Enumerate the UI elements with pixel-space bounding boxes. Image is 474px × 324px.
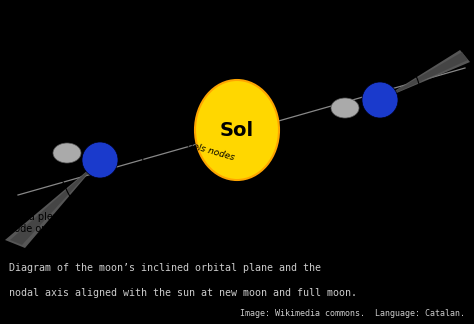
- Circle shape: [82, 142, 118, 178]
- Text: Image: Wikimedia commons.  Language: Catalan.: Image: Wikimedia commons. Language: Cata…: [239, 309, 465, 318]
- Circle shape: [362, 82, 398, 118]
- Text: Lluna: Lluna: [38, 123, 76, 137]
- Text: Lluna: Lluna: [316, 126, 354, 140]
- Polygon shape: [380, 52, 468, 100]
- Text: eclipsi solar: eclipsi solar: [325, 24, 391, 34]
- Text: Diagram of the moon’s inclined orbital plane and the: Diagram of the moon’s inclined orbital p…: [9, 263, 321, 273]
- Text: Lluna plena passant pel
node orbital:: Lluna plena passant pel node orbital:: [8, 212, 125, 234]
- Text: òrbita de la Lluna: òrbita de la Lluna: [48, 103, 127, 112]
- Text: Terra: Terra: [367, 126, 401, 140]
- Text: Lluna nova passant pel
node orbital:: Lluna nova passant pel node orbital:: [283, 10, 397, 32]
- Polygon shape: [380, 50, 470, 100]
- Polygon shape: [5, 160, 100, 248]
- Text: eclipsi lunar: eclipsi lunar: [81, 225, 149, 235]
- Text: òrbita de la Terra: òrbita de la Terra: [199, 63, 275, 72]
- Text: línia dels nodes: línia dels nodes: [165, 134, 235, 162]
- Ellipse shape: [195, 80, 279, 180]
- Text: òrbita de la Lluna: òrbita de la Lluna: [343, 168, 422, 177]
- Text: Terra: Terra: [101, 186, 135, 200]
- Text: nodal axis aligned with the sun at new moon and full moon.: nodal axis aligned with the sun at new m…: [9, 288, 357, 298]
- Ellipse shape: [53, 143, 81, 163]
- Ellipse shape: [331, 98, 359, 118]
- Polygon shape: [10, 160, 100, 245]
- Text: Sol: Sol: [220, 121, 254, 140]
